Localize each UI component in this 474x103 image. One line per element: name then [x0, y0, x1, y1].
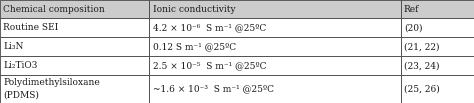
Bar: [401, 37, 474, 56]
Bar: [401, 56, 474, 75]
Bar: [0, 18, 149, 37]
Text: Li₂TiO3: Li₂TiO3: [3, 61, 38, 70]
Bar: [401, 75, 474, 103]
Bar: [149, 18, 401, 37]
Text: 2.5 × 10⁻⁵  S m⁻¹ @25ºC: 2.5 × 10⁻⁵ S m⁻¹ @25ºC: [153, 61, 266, 70]
Bar: [401, 0, 474, 18]
Text: Chemical composition: Chemical composition: [3, 5, 105, 13]
Text: 0.12 S m⁻¹ @25ºC: 0.12 S m⁻¹ @25ºC: [153, 42, 236, 51]
Text: ~1.6 × 10⁻³  S m⁻¹ @25ºC: ~1.6 × 10⁻³ S m⁻¹ @25ºC: [153, 85, 273, 94]
Bar: [0, 75, 149, 103]
Text: Li₃N: Li₃N: [3, 42, 24, 51]
Text: Ionic conductivity: Ionic conductivity: [153, 5, 235, 13]
Text: (23, 24): (23, 24): [404, 61, 439, 70]
Text: Routine SEI: Routine SEI: [3, 23, 59, 32]
Text: (PDMS): (PDMS): [3, 91, 39, 100]
Text: 4.2 × 10⁻⁶  S m⁻¹ @25ºC: 4.2 × 10⁻⁶ S m⁻¹ @25ºC: [153, 23, 266, 32]
Bar: [0, 56, 149, 75]
Bar: [149, 37, 401, 56]
Text: Polydimethylsiloxane: Polydimethylsiloxane: [3, 78, 100, 87]
Bar: [401, 18, 474, 37]
Text: (20): (20): [404, 23, 422, 32]
Text: (21, 22): (21, 22): [404, 42, 439, 51]
Text: (25, 26): (25, 26): [404, 85, 439, 94]
Bar: [149, 0, 401, 18]
Bar: [149, 75, 401, 103]
Bar: [0, 37, 149, 56]
Bar: [149, 56, 401, 75]
Text: Ref: Ref: [404, 5, 419, 13]
Bar: [0, 0, 149, 18]
